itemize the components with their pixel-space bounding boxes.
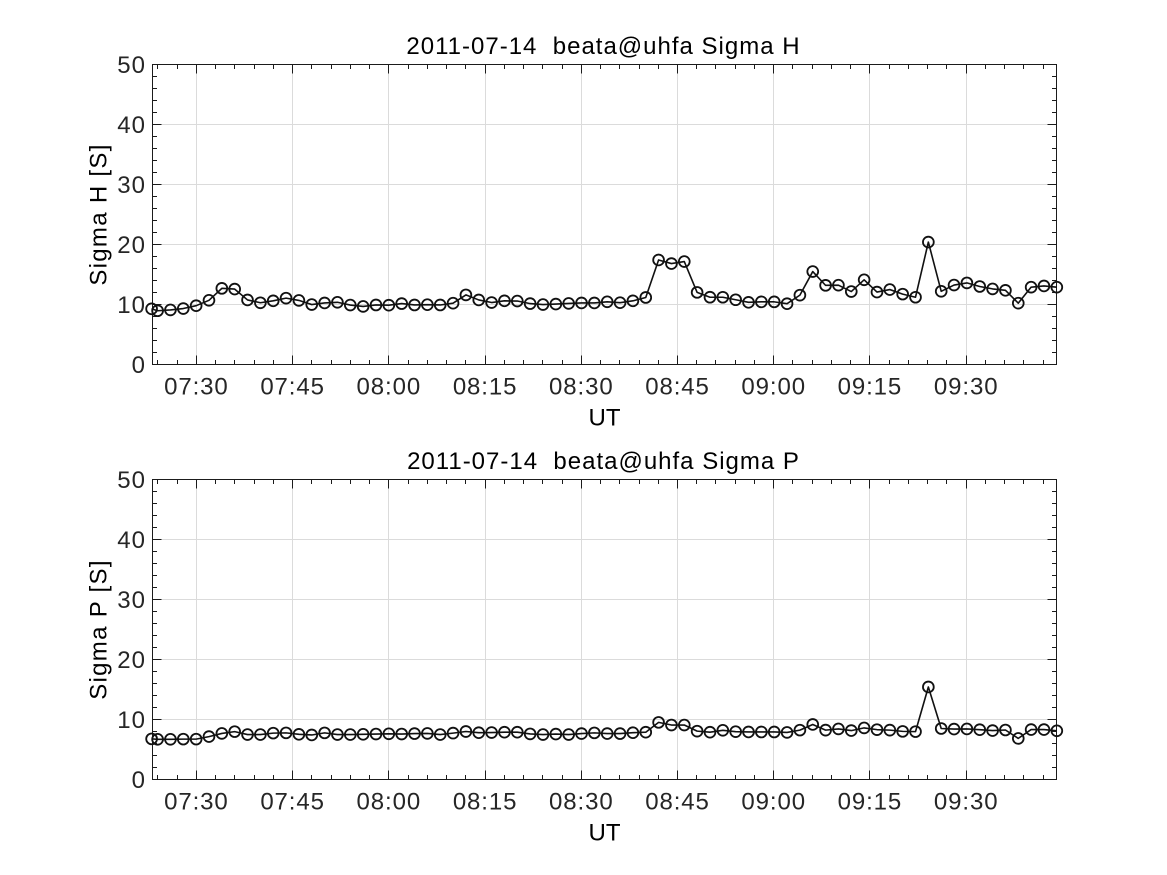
svg-text:2011-07-14 beata@uhfa Sigma H: 2011-07-14 beata@uhfa Sigma H [406,33,800,60]
svg-text:09:15: 09:15 [838,374,903,401]
svg-text:07:30: 07:30 [164,374,229,401]
svg-text:08:00: 08:00 [357,789,422,816]
svg-text:09:30: 09:30 [934,374,999,401]
svg-text:Sigma P [S]: Sigma P [S] [86,559,113,700]
svg-text:40: 40 [117,527,146,554]
svg-text:Sigma H [S]: Sigma H [S] [86,143,113,285]
svg-text:09:15: 09:15 [838,789,903,816]
svg-text:09:00: 09:00 [741,789,806,816]
svg-text:08:45: 08:45 [645,789,710,816]
svg-text:08:15: 08:15 [453,789,518,816]
svg-text:08:15: 08:15 [453,374,518,401]
svg-text:UT: UT [589,820,621,847]
svg-text:0: 0 [132,352,146,379]
svg-text:2011-07-14 beata@uhfa Sigma P: 2011-07-14 beata@uhfa Sigma P [407,448,800,475]
svg-text:20: 20 [117,232,146,259]
svg-text:08:30: 08:30 [549,789,614,816]
svg-text:07:45: 07:45 [260,789,325,816]
svg-text:08:00: 08:00 [357,374,422,401]
svg-text:08:30: 08:30 [549,374,614,401]
svg-text:07:30: 07:30 [164,789,229,816]
svg-text:0: 0 [132,767,146,794]
svg-text:09:30: 09:30 [934,789,999,816]
svg-text:50: 50 [117,467,146,494]
svg-text:40: 40 [117,112,146,139]
svg-text:30: 30 [117,587,146,614]
svg-text:07:45: 07:45 [260,374,325,401]
svg-text:30: 30 [117,172,146,199]
svg-text:10: 10 [117,292,146,319]
svg-text:UT: UT [589,405,621,432]
svg-text:50: 50 [117,52,146,79]
svg-text:08:45: 08:45 [645,374,710,401]
svg-text:10: 10 [117,707,146,734]
svg-text:09:00: 09:00 [741,374,806,401]
svg-text:20: 20 [117,647,146,674]
